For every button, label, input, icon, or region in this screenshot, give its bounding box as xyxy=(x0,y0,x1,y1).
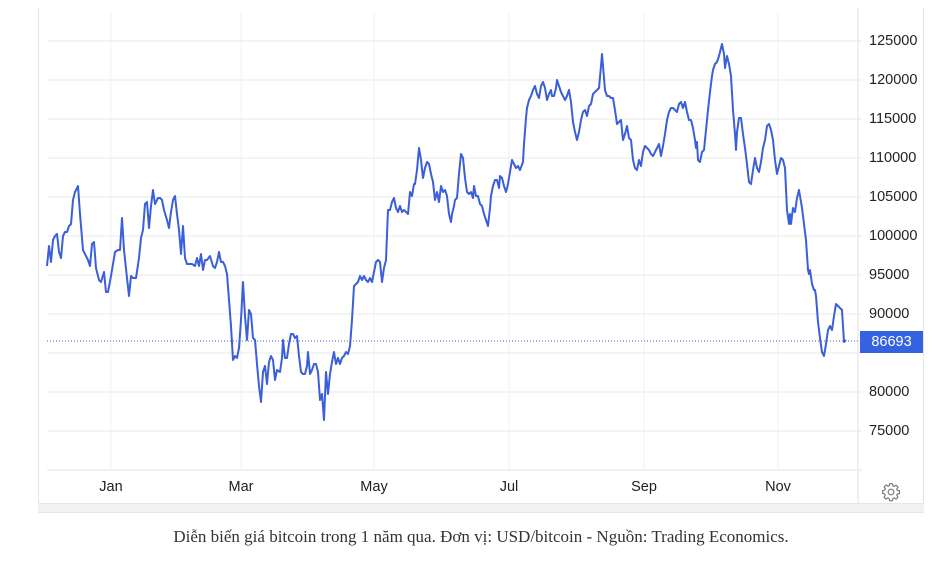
y-tick-label: 75000 xyxy=(869,423,910,439)
y-tick-label: 125000 xyxy=(869,33,918,49)
y-tick-label: 100000 xyxy=(869,228,918,244)
x-tick-label: Nov xyxy=(765,479,791,495)
gear-icon[interactable] xyxy=(881,482,901,502)
x-tick-label: May xyxy=(360,479,388,495)
chart-frame xyxy=(38,8,924,513)
x-tick-label: Jan xyxy=(99,479,123,495)
chart-caption: Diễn biến giá bitcoin trong 1 năm qua. Đ… xyxy=(173,527,789,546)
y-tick-label: 90000 xyxy=(869,306,910,322)
x-tick-label: Jul xyxy=(499,479,519,495)
last-value-badge: 86693 xyxy=(860,331,923,353)
x-tick-label: Sep xyxy=(631,479,657,495)
price-line xyxy=(46,43,847,421)
y-tick-label: 105000 xyxy=(869,189,918,205)
y-tick-label: 110000 xyxy=(869,150,917,166)
horizontal-gridlines xyxy=(47,40,862,432)
y-tick-label: 120000 xyxy=(869,72,918,88)
y-tick-label: 80000 xyxy=(869,384,910,400)
vertical-gridlines xyxy=(110,12,779,470)
x-tick-label: Mar xyxy=(228,479,254,495)
y-tick-label: 115000 xyxy=(869,111,917,127)
chart-bottom-strip xyxy=(38,503,924,513)
y-tick-label: 95000 xyxy=(869,267,910,283)
